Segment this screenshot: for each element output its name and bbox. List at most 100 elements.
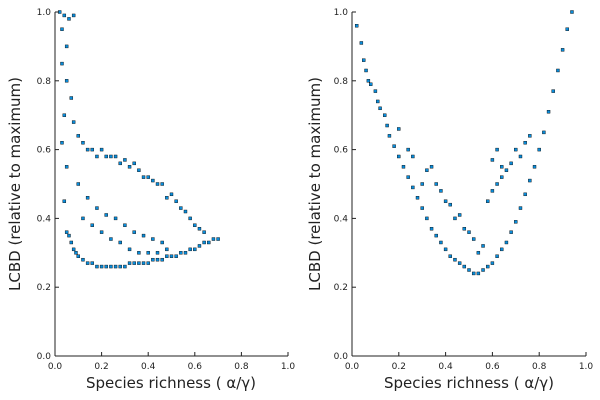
- scatter-point: [71, 13, 76, 18]
- scatter-point: [462, 264, 467, 269]
- scatter-point: [570, 10, 574, 14]
- scatter-point: [113, 264, 118, 269]
- y-tick-label: 1.0: [334, 8, 349, 18]
- scatter-point: [81, 141, 85, 145]
- right-x-axis-label: Species richness ( α/γ): [384, 374, 554, 392]
- scatter-point: [183, 251, 188, 255]
- scatter-point: [457, 213, 462, 217]
- scatter-point: [193, 223, 197, 227]
- left-scatter-plot: 0.0 0.2 0.4 0.6 0.8 1.0 0.0 0.2 0.4 0.6 0.8 1.0 Spe…: [6, 8, 295, 392]
- scatter-point: [71, 120, 76, 124]
- scatter-point: [202, 230, 206, 234]
- scatter-point: [76, 254, 81, 258]
- y-tick-label: 0.4: [334, 214, 349, 224]
- scatter-point: [457, 261, 462, 265]
- scatter-point: [411, 154, 415, 159]
- scatter-point: [64, 165, 69, 169]
- scatter-point: [411, 185, 415, 190]
- y-tick-label: 0.2: [37, 283, 51, 293]
- scatter-point: [64, 44, 69, 49]
- scatter-point: [420, 206, 424, 210]
- y-tick-label: 0.0: [37, 352, 52, 362]
- scatter-point: [85, 147, 90, 152]
- scatter-point: [514, 147, 518, 152]
- scatter-point: [500, 175, 504, 179]
- scatter-point: [565, 27, 569, 31]
- scatter-point: [81, 257, 85, 262]
- scatter-point: [537, 147, 541, 152]
- scatter-point: [118, 264, 122, 269]
- scatter-point: [448, 254, 452, 258]
- scatter-point: [151, 257, 155, 262]
- scatter-point: [165, 196, 169, 200]
- scatter-point: [95, 264, 99, 269]
- scatter-point: [62, 199, 67, 203]
- scatter-point: [99, 264, 104, 269]
- left-y-axis-label: LCBD (relative to maximum): [6, 77, 24, 291]
- scatter-point: [132, 230, 136, 234]
- scatter-point: [67, 17, 71, 21]
- scatter-point: [443, 199, 448, 203]
- x-tick-label: 0.6: [188, 362, 203, 372]
- scatter-point: [385, 123, 389, 128]
- scatter-point: [528, 134, 532, 138]
- scatter-point: [401, 165, 406, 169]
- scatter-point: [376, 99, 380, 104]
- scatter-point: [99, 230, 104, 234]
- y-tick-label: 0.4: [37, 214, 52, 224]
- scatter-point: [60, 141, 64, 145]
- left-scatter-points: [57, 10, 220, 269]
- scatter-point: [434, 182, 438, 186]
- scatter-point: [207, 240, 211, 245]
- scatter-point: [354, 24, 359, 28]
- scatter-point: [453, 257, 457, 262]
- x-tick-label: 0.4: [141, 362, 156, 372]
- scatter-point: [542, 130, 546, 135]
- scatter-point: [425, 216, 429, 221]
- right-scatter-plot: 0.0 0.2 0.4 0.6 0.8 1.0 0.0 0.2 0.4 0.6 0.8 1.0 Spe…: [306, 8, 593, 392]
- scatter-point: [481, 268, 485, 272]
- scatter-point: [439, 240, 443, 245]
- scatter-point: [137, 168, 141, 172]
- scatter-point: [518, 154, 523, 159]
- scatter-point: [378, 106, 382, 111]
- scatter-point: [397, 127, 401, 131]
- scatter-point: [141, 175, 146, 179]
- scatter-point: [132, 261, 136, 265]
- scatter-point: [118, 161, 122, 166]
- scatter-point: [155, 257, 160, 262]
- scatter-point: [141, 233, 146, 238]
- scatter-point: [420, 182, 424, 186]
- y-tick-label: 0.8: [37, 77, 52, 87]
- x-tick-label: 0.8: [532, 362, 547, 372]
- scatter-point: [127, 261, 132, 265]
- right-scatter-points: [354, 10, 574, 276]
- y-tick-label: 0.8: [334, 77, 349, 87]
- scatter-point: [462, 227, 467, 231]
- scatter-point: [169, 192, 174, 197]
- scatter-point: [429, 227, 434, 231]
- scatter-point: [406, 147, 410, 152]
- scatter-point: [109, 264, 113, 269]
- scatter-point: [366, 79, 371, 83]
- scatter-point: [160, 257, 164, 262]
- scatter-point: [165, 247, 169, 252]
- scatter-point: [546, 110, 551, 114]
- x-tick-label: 0.0: [48, 362, 63, 372]
- scatter-point: [193, 247, 197, 252]
- scatter-point: [81, 216, 85, 221]
- scatter-point: [471, 271, 476, 276]
- scatter-point: [132, 161, 136, 166]
- scatter-point: [359, 41, 364, 45]
- scatter-point: [434, 233, 438, 238]
- scatter-point: [60, 27, 64, 31]
- scatter-point: [476, 251, 481, 255]
- scatter-point: [69, 240, 74, 245]
- scatter-point: [415, 196, 420, 200]
- scatter-point: [500, 165, 504, 169]
- scatter-point: [532, 165, 537, 169]
- scatter-point: [165, 254, 169, 258]
- x-tick-label: 0.0: [345, 362, 360, 372]
- scatter-point: [60, 61, 64, 66]
